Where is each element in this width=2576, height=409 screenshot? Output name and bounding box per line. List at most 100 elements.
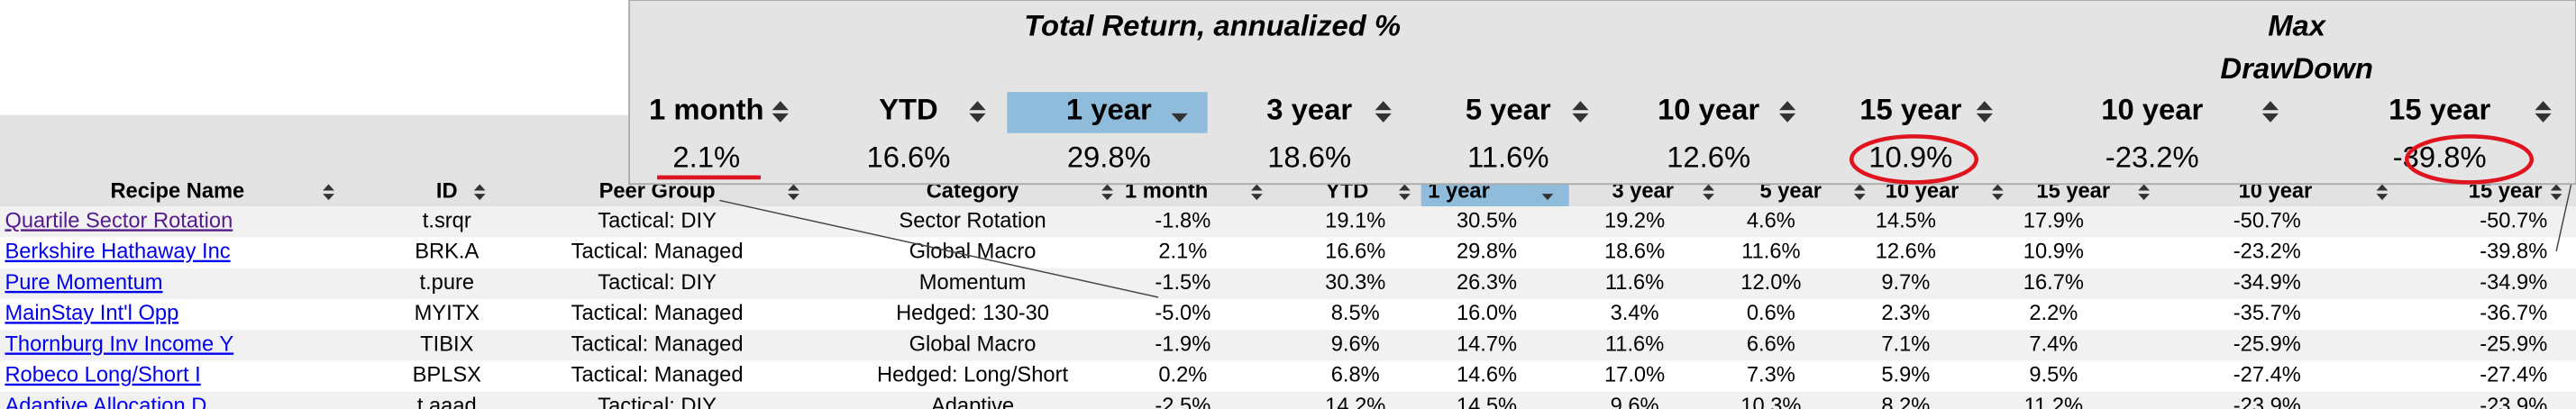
sort-arrow[interactable] xyxy=(1703,184,1714,191)
sort-arrow[interactable] xyxy=(2376,184,2389,191)
recipe-link[interactable]: Robeco Long/Short I xyxy=(5,364,200,387)
sort-arrow[interactable] xyxy=(1399,194,1411,201)
cell: 7.3% xyxy=(1747,364,1795,387)
cell: -1.9% xyxy=(1155,332,1210,356)
cell-value: 2.1% xyxy=(672,141,740,174)
sort-arrow[interactable] xyxy=(323,194,334,201)
sort-arrow[interactable] xyxy=(787,184,799,191)
sort-arrow[interactable] xyxy=(1853,194,1866,201)
sort-arrow[interactable] xyxy=(1171,113,1188,123)
sort-arrow[interactable] xyxy=(772,101,789,111)
sort-arrow[interactable] xyxy=(1399,184,1411,191)
cell: 30.5% xyxy=(1457,209,1517,232)
sort-arrow[interactable] xyxy=(1853,184,1866,191)
cell: -25.9% xyxy=(2233,332,2301,356)
sort-arrow[interactable] xyxy=(1101,184,1113,191)
sort-arrow[interactable] xyxy=(1541,194,1554,201)
sort-arrow[interactable] xyxy=(323,184,334,191)
recipe-link[interactable]: Berkshire Hathaway Inc xyxy=(5,241,230,264)
sort-arrow[interactable] xyxy=(1703,194,1714,201)
cell: 11.6% xyxy=(1605,332,1664,356)
sort-arrow[interactable] xyxy=(1572,101,1589,111)
column-header[interactable]: 10 year xyxy=(1658,93,1759,126)
cell: -23.9% xyxy=(2480,395,2547,409)
cell: Tactical: Managed xyxy=(571,364,744,387)
sort-arrow[interactable] xyxy=(1778,113,1796,123)
recipe-link[interactable]: Quartile Sector Rotation xyxy=(5,209,233,232)
sort-arrow[interactable] xyxy=(1250,194,1263,201)
cell: 10.9% xyxy=(2023,241,2084,264)
sort-arrow[interactable] xyxy=(1778,101,1796,111)
cell: 17.9% xyxy=(2023,209,2084,232)
sort-arrow[interactable] xyxy=(2376,194,2389,201)
sort-arrow[interactable] xyxy=(1572,113,1589,123)
red-circle xyxy=(1849,134,1978,185)
sort-arrow[interactable] xyxy=(1375,101,1392,111)
sort-arrow[interactable] xyxy=(2138,194,2151,201)
cell: -35.7% xyxy=(2233,302,2301,325)
cell: -25.9% xyxy=(2480,332,2547,356)
cell: 17.0% xyxy=(1604,364,1665,387)
cell: 14.5% xyxy=(1876,209,1936,232)
sort-arrow[interactable] xyxy=(2261,113,2279,123)
cell: Global Macro xyxy=(909,241,1037,264)
cell: BPLSX xyxy=(413,364,482,387)
column-header[interactable]: 3 year xyxy=(1266,93,1352,126)
group-header: DrawDown xyxy=(2220,51,2372,85)
sort-arrow[interactable] xyxy=(1375,113,1392,123)
sort-arrow[interactable] xyxy=(473,184,486,191)
cell: 9.6% xyxy=(1611,395,1659,409)
sort-arrow[interactable] xyxy=(473,194,486,201)
column-header[interactable]: Recipe Name xyxy=(110,180,244,204)
cell: 8.5% xyxy=(1331,302,1380,325)
cell: 12.0% xyxy=(1740,271,1801,295)
sort-arrow[interactable] xyxy=(2535,101,2552,111)
cell-value: 10.9% xyxy=(1868,141,1952,174)
cell: 9.6% xyxy=(1331,332,1380,356)
sort-arrow[interactable] xyxy=(1101,194,1113,201)
column-header[interactable]: 5 year xyxy=(1466,93,1551,126)
zoom-callout: Total Return, annualized % Max DrawDown … xyxy=(628,0,2576,186)
cell: 29.8% xyxy=(1457,241,1517,264)
column-header[interactable]: 15 year xyxy=(1859,93,1961,126)
column-header[interactable]: YTD xyxy=(879,93,938,126)
cell: 14.2% xyxy=(1325,395,1385,409)
sort-arrow[interactable] xyxy=(2261,101,2279,111)
cell: BRK.A xyxy=(415,241,479,264)
sort-arrow[interactable] xyxy=(1976,113,1993,123)
cell: Tactical: DIY xyxy=(598,209,717,232)
sort-arrow[interactable] xyxy=(772,113,789,123)
column-header[interactable]: ID xyxy=(436,180,458,204)
recipe-link[interactable]: MainStay Int'l Opp xyxy=(5,302,178,325)
sort-arrow[interactable] xyxy=(1992,184,2004,191)
recipe-link[interactable]: Pure Momentum xyxy=(5,271,162,295)
cell: 0.2% xyxy=(1158,364,1207,387)
sort-arrow[interactable] xyxy=(1250,184,1263,191)
cell: 19.1% xyxy=(1325,209,1385,232)
sort-arrow[interactable] xyxy=(1976,101,1993,111)
cell: t.aaad xyxy=(417,395,477,409)
cell: 14.5% xyxy=(1457,395,1517,409)
recipe-link[interactable]: Adaptive Allocation D xyxy=(5,395,206,409)
cell: Momentum xyxy=(919,271,1026,295)
sort-arrow[interactable] xyxy=(1992,194,2004,201)
cell: -39.8% xyxy=(2480,241,2547,264)
cell: -27.4% xyxy=(2480,364,2547,387)
column-header[interactable]: 1 year xyxy=(1066,93,1152,126)
column-header[interactable]: 15 year xyxy=(2389,93,2490,126)
zoom-line xyxy=(719,199,1159,298)
cell: 10.3% xyxy=(1740,395,1801,409)
sort-arrow[interactable] xyxy=(2550,194,2562,201)
cell: 7.1% xyxy=(1881,332,1930,356)
sort-arrow[interactable] xyxy=(2550,184,2562,191)
sort-arrow[interactable] xyxy=(2535,113,2552,123)
sort-arrow[interactable] xyxy=(2138,184,2151,191)
sort-arrow[interactable] xyxy=(787,194,799,201)
sort-arrow[interactable] xyxy=(969,101,986,111)
cell: 6.8% xyxy=(1331,364,1380,387)
column-header[interactable]: 1 month xyxy=(649,93,764,126)
recipe-link[interactable]: Thornburg Inv Income Y xyxy=(5,332,233,356)
column-header[interactable]: 10 year xyxy=(2101,93,2203,126)
sort-arrow[interactable] xyxy=(969,113,986,123)
